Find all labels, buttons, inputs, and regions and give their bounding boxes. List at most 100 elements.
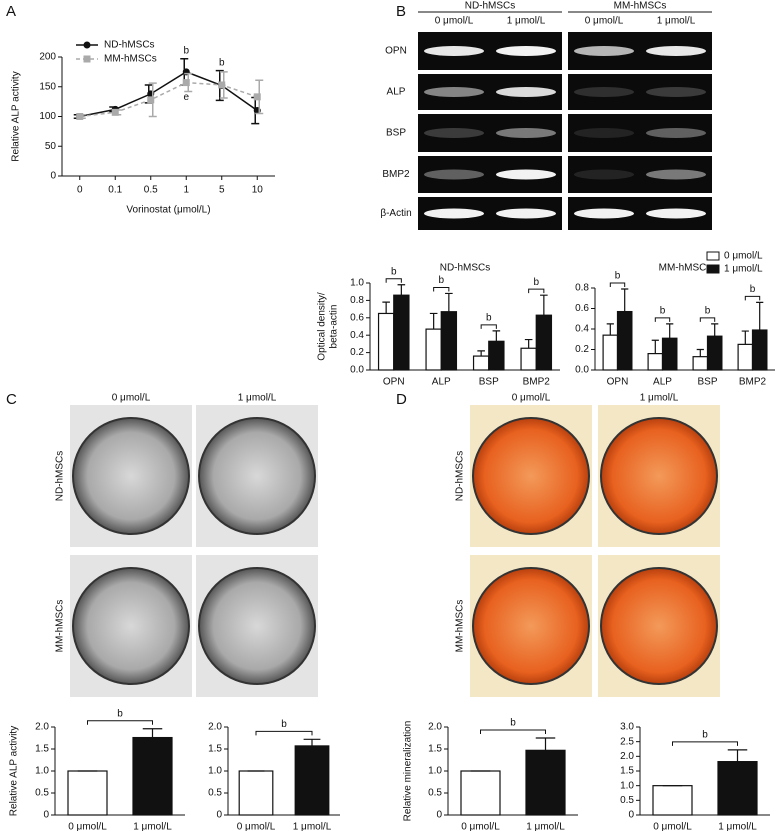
- bracket: [744, 295, 761, 301]
- bracket: [87, 720, 153, 725]
- y-tick-label: 150: [39, 81, 56, 92]
- y-tick-label: 0.5: [428, 788, 442, 799]
- gel-band: [496, 169, 556, 180]
- bar: [472, 355, 490, 371]
- plate-column: 0 μmol/L: [512, 393, 551, 404]
- annotation: b: [702, 730, 708, 741]
- bar: [377, 312, 395, 371]
- bar: [525, 749, 566, 816]
- bar: [535, 314, 553, 371]
- bar: [294, 745, 330, 816]
- error-bar: [397, 284, 406, 296]
- x-tick-label: 5: [219, 185, 225, 196]
- annotation: b: [486, 312, 492, 323]
- plate-well: [198, 567, 316, 685]
- gel-band: [646, 46, 706, 56]
- x-tick-label: BSP: [697, 377, 717, 388]
- plate-well: [600, 417, 718, 535]
- y-axis-label: Relative mineralization: [403, 721, 414, 822]
- gel-group: ND-hMSCs: [465, 1, 516, 12]
- error-bar: [429, 312, 438, 330]
- gel-band: [646, 128, 706, 138]
- bar: [647, 353, 664, 371]
- annotation: b: [660, 306, 666, 317]
- error-bar: [142, 728, 163, 738]
- x-tick-label: OPN: [383, 377, 405, 388]
- legend-label: MM-hMSCs: [104, 54, 157, 65]
- y-tick-label: 0: [216, 810, 222, 821]
- bar: [238, 770, 274, 816]
- y-tick-label: 0.0: [350, 365, 364, 376]
- series-line: [79, 81, 258, 118]
- legend-label: ND-hMSCs: [104, 40, 155, 51]
- gel-band: [574, 169, 634, 180]
- gel-band: [424, 128, 484, 138]
- annotation: e: [183, 92, 189, 103]
- gel-column: 1 μmol/L: [507, 16, 546, 27]
- plate-column: 1 μmol/L: [238, 393, 277, 404]
- y-tick-label: 1.0: [620, 780, 634, 791]
- gel-band: [646, 208, 706, 219]
- gel-lane-bg: [568, 114, 712, 152]
- gel-row: ALP: [387, 87, 406, 98]
- annotation: b: [750, 284, 756, 295]
- gel-row: BSP: [386, 128, 406, 139]
- bar: [652, 785, 693, 816]
- gel-band: [424, 46, 484, 56]
- x-tick-label: 1 μmol/L: [293, 822, 332, 831]
- plate-well: [472, 417, 590, 535]
- panel-label: B: [396, 3, 406, 20]
- y-tick-label: 2.0: [428, 722, 442, 733]
- annotation: b: [117, 708, 123, 719]
- y-tick-label: 1.0: [35, 766, 49, 777]
- plate-well: [72, 567, 190, 685]
- chart-title: ND-hMSCs: [440, 263, 491, 274]
- x-tick-label: BMP2: [739, 377, 767, 388]
- x-tick-label: 0.5: [144, 185, 158, 196]
- y-tick-label: 0: [436, 810, 442, 821]
- y-tick-label: 0.0: [575, 365, 589, 376]
- legend-marker: [83, 41, 91, 49]
- error-bar: [621, 288, 629, 312]
- bar: [616, 310, 633, 371]
- error-bar: [382, 301, 390, 314]
- gel-column: 0 μmol/L: [435, 16, 474, 27]
- y-axis-label: beta-actin: [329, 305, 340, 349]
- bar: [393, 294, 410, 371]
- y-tick-label: 1.5: [208, 744, 222, 755]
- y-axis-label: Relative ALP activity: [11, 71, 22, 161]
- panel-label: C: [6, 391, 17, 408]
- bracket: [528, 288, 545, 294]
- error-bar: [540, 294, 548, 316]
- gel-row: OPN: [385, 46, 407, 57]
- y-tick-label: 0.4: [350, 330, 364, 341]
- point: [218, 81, 226, 89]
- plate-row: MM-hMSCs: [55, 600, 66, 653]
- gel-band: [574, 128, 634, 138]
- bracket: [609, 282, 626, 288]
- error-bar: [651, 339, 659, 354]
- y-tick-label: 1.0: [428, 766, 442, 777]
- bar: [737, 343, 754, 371]
- gel-band: [574, 87, 634, 97]
- y-tick-label: 2.0: [620, 751, 634, 762]
- y-tick-label: 1.5: [620, 766, 634, 777]
- bar: [692, 356, 709, 371]
- gel-row: β-Actin: [380, 208, 411, 219]
- error-bar: [756, 301, 764, 331]
- bracket: [654, 317, 671, 322]
- plate-well: [198, 417, 316, 535]
- y-tick-label: 0.5: [620, 795, 634, 806]
- bracket: [672, 741, 738, 746]
- annotation: b: [615, 271, 621, 282]
- gel-band: [496, 208, 556, 219]
- y-tick-label: 1.5: [35, 744, 49, 755]
- x-tick-label: 0.1: [108, 185, 122, 196]
- error-bar: [711, 323, 719, 337]
- y-tick-label: 0.8: [350, 295, 364, 306]
- gel-lane-bg: [418, 114, 562, 152]
- gel-band: [424, 208, 484, 219]
- x-tick-label: 1 μmol/L: [526, 822, 565, 831]
- x-tick-label: 0 μmol/L: [461, 822, 500, 831]
